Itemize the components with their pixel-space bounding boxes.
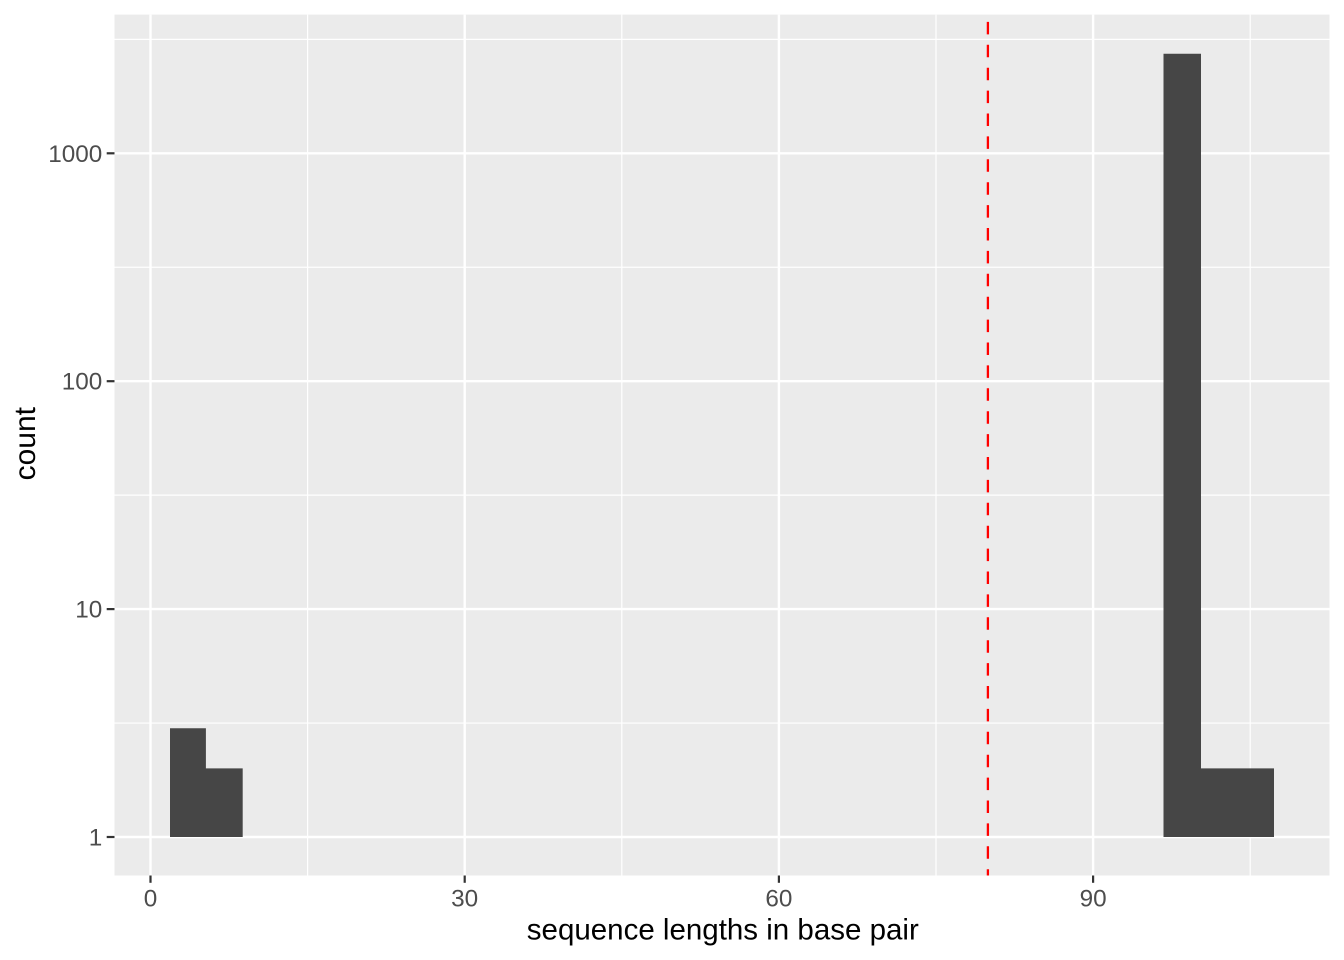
svg-text:count: count bbox=[9, 406, 42, 480]
svg-text:100: 100 bbox=[62, 369, 103, 396]
svg-text:30: 30 bbox=[451, 886, 478, 913]
svg-text:1000: 1000 bbox=[48, 141, 102, 168]
svg-text:60: 60 bbox=[765, 886, 792, 913]
svg-text:sequence lengths in base pair: sequence lengths in base pair bbox=[527, 914, 919, 947]
svg-text:90: 90 bbox=[1080, 886, 1107, 913]
svg-text:1: 1 bbox=[89, 825, 103, 852]
svg-text:0: 0 bbox=[144, 886, 158, 913]
svg-text:10: 10 bbox=[75, 597, 102, 624]
